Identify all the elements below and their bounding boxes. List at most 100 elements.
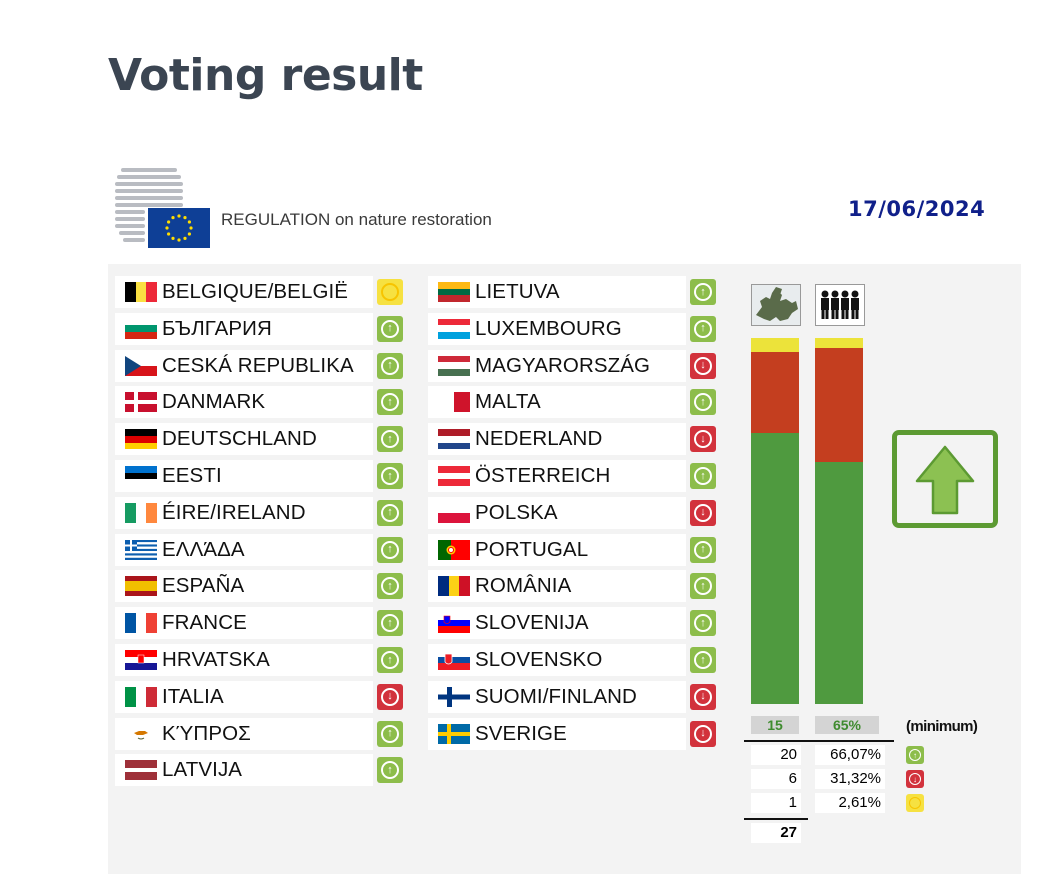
- population-icon: [815, 284, 865, 326]
- page-title: Voting result: [108, 50, 423, 101]
- flag-fr-icon: [125, 613, 157, 634]
- result-indicator: [892, 430, 998, 528]
- flag-se-icon: [438, 723, 470, 744]
- country-name: EESTI: [162, 464, 222, 487]
- council-logo: [113, 166, 213, 250]
- flag-es-icon: [125, 576, 157, 597]
- country-name: MAGYARORSZÁG: [475, 353, 651, 377]
- country-name: SLOVENIJA: [475, 611, 589, 635]
- flag-ro-icon: [438, 576, 470, 597]
- flag-fi-icon: [438, 686, 470, 707]
- country-name: ΚΎΠΡΟΣ: [162, 721, 251, 745]
- country-name: БЪЛГАРИЯ: [162, 316, 272, 340]
- vote-yes-icon: ↑: [377, 426, 403, 453]
- vote-abstain-icon: [906, 794, 924, 812]
- vote-no-icon: ↓: [690, 352, 716, 379]
- vote-yes-icon: ↑: [690, 647, 716, 673]
- flag-sk-icon: [438, 650, 470, 670]
- states-bar: [751, 338, 799, 704]
- country-name: LIETUVA: [475, 280, 560, 303]
- vote-yes-icon: ↑: [690, 279, 716, 305]
- vote-no-icon: ↓: [690, 426, 716, 453]
- vote-yes-icon: ↑: [690, 573, 716, 600]
- country-name: ÉIRE/IRELAND: [162, 500, 306, 524]
- country-row-it: ITALIA: [115, 680, 373, 713]
- country-row-sk: SLOVENSKO: [428, 644, 686, 676]
- flag-lt-icon: [438, 282, 470, 302]
- country-row-lu: LUXEMBOURG: [428, 312, 686, 345]
- states-bar-no-segment: [751, 351, 799, 433]
- country-row-fi: SUOMI/FINLAND: [428, 680, 686, 713]
- big-up-arrow-icon: [915, 445, 975, 515]
- flag-be-icon: [125, 282, 157, 302]
- population-bar-no-segment: [815, 347, 863, 463]
- vote-yes-icon: ↑: [377, 647, 403, 673]
- country-row-dk: DANMARK: [115, 386, 373, 419]
- country-row-pt: PORTUGAL: [428, 533, 686, 566]
- country-row-gr: ΕΛΛΆΔΑ: [115, 533, 373, 566]
- country-name: HRVATSKA: [162, 648, 270, 671]
- vote-no-icon: ↓: [690, 720, 716, 747]
- states-threshold: 15: [751, 716, 799, 734]
- europe-map-icon: [751, 284, 801, 326]
- country-row-nl: NEDERLAND: [428, 423, 686, 456]
- country-name: SVERIGE: [475, 721, 567, 745]
- vote-yes-icon: ↑: [377, 315, 403, 342]
- flag-it-icon: [125, 686, 157, 707]
- vote-yes-icon: ↑: [690, 610, 716, 637]
- total-count-yes: 20: [751, 745, 801, 765]
- flag-ee-icon: [125, 466, 157, 486]
- vote-yes-icon: ↑: [377, 573, 403, 600]
- vote-yes-icon: ↑: [377, 757, 403, 784]
- country-name: SLOVENSKO: [475, 648, 603, 671]
- total-percent-abstain: 2,61%: [815, 793, 885, 813]
- flag-at-icon: [438, 466, 470, 486]
- flag-nl-icon: [438, 429, 470, 450]
- country-row-lt: LIETUVA: [428, 276, 686, 308]
- flag-gr-icon: [125, 539, 157, 560]
- country-name: FRANCE: [162, 611, 247, 635]
- country-name: ΕΛΛΆΔΑ: [162, 537, 245, 561]
- country-name: ITALIA: [162, 684, 224, 708]
- total-percent-no: 31,32%: [815, 769, 885, 789]
- country-row-de: DEUTSCHLAND: [115, 423, 373, 456]
- vote-yes-icon: ↑: [377, 389, 403, 416]
- country-name: DANMARK: [162, 390, 266, 414]
- country-row-cz: CESKÁ REPUBLIKA: [115, 349, 373, 382]
- country-name: NEDERLAND: [475, 427, 603, 451]
- states-bar-yes-segment: [751, 432, 799, 704]
- vote-yes-icon: ↑: [377, 463, 403, 489]
- country-row-cy: ΚΎΠΡΟΣ: [115, 717, 373, 750]
- total-count-no: 6: [751, 769, 801, 789]
- vote-date: 17/06/2024: [848, 197, 986, 221]
- minimum-label: (minimum): [906, 718, 978, 735]
- states-bar-abstain-segment: [751, 338, 799, 352]
- document-title: REGULATION on nature restoration: [221, 210, 492, 229]
- flag-mt-icon: [438, 392, 470, 413]
- vote-abstain-icon: [377, 279, 403, 305]
- country-name: BELGIQUE/BELGIË: [162, 280, 349, 303]
- country-row-se: SVERIGE: [428, 717, 686, 750]
- vote-no-icon: ↓: [906, 770, 924, 788]
- flag-pt-icon: [438, 539, 470, 560]
- country-row-be: BELGIQUE/BELGIË: [115, 276, 373, 308]
- vote-yes-icon: ↑: [377, 720, 403, 747]
- flag-hr-icon: [125, 650, 157, 670]
- country-row-ie: ÉIRE/IRELAND: [115, 496, 373, 529]
- vote-no-icon: ↓: [377, 683, 403, 710]
- vote-yes-icon: ↑: [690, 463, 716, 489]
- country-row-hr: HRVATSKA: [115, 644, 373, 676]
- country-name: LATVIJA: [162, 758, 243, 782]
- country-row-ee: EESTI: [115, 460, 373, 492]
- vote-no-icon: ↓: [690, 683, 716, 710]
- country-name: ÖSTERREICH: [475, 464, 611, 487]
- total-percent-yes: 66,07%: [815, 745, 885, 765]
- country-name: DEUTSCHLAND: [162, 427, 317, 451]
- country-row-fr: FRANCE: [115, 607, 373, 640]
- country-name: ESPAÑA: [162, 574, 245, 598]
- vote-yes-icon: ↑: [377, 499, 403, 526]
- country-row-ro: ROMÂNIA: [428, 570, 686, 603]
- vote-yes-icon: ↑: [690, 389, 716, 416]
- flag-hu-icon: [438, 355, 470, 376]
- country-row-hu: MAGYARORSZÁG: [428, 349, 686, 382]
